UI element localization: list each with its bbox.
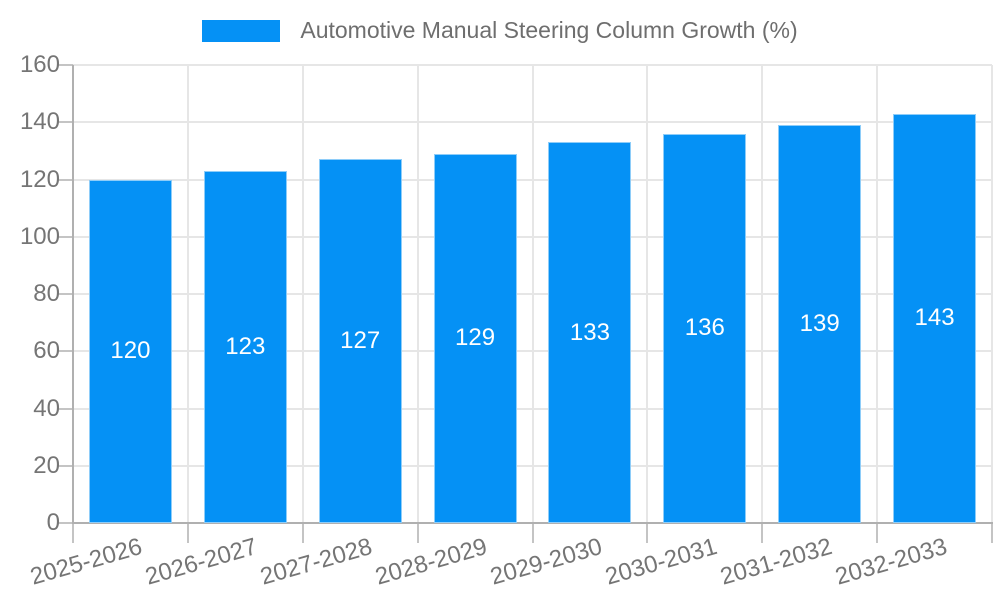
gridline-vertical bbox=[876, 65, 879, 523]
y-axis-tick bbox=[59, 350, 73, 353]
y-axis-tick-label: 0 bbox=[46, 509, 60, 536]
y-axis-tick bbox=[59, 407, 73, 410]
gridline-vertical bbox=[301, 65, 304, 523]
y-axis-tick-label: 80 bbox=[33, 280, 60, 307]
bar bbox=[663, 133, 747, 523]
gridline-vertical bbox=[416, 65, 419, 523]
gridline-vertical bbox=[991, 65, 993, 523]
x-axis-tick bbox=[531, 523, 534, 543]
y-axis-tick-label: 140 bbox=[19, 108, 60, 136]
bar bbox=[778, 125, 862, 523]
bar bbox=[203, 170, 287, 523]
bar-value-label: 127 bbox=[340, 327, 381, 355]
y-axis-tick bbox=[59, 522, 73, 524]
bar-value-label: 129 bbox=[455, 324, 496, 352]
bar-value-label: 143 bbox=[914, 304, 955, 332]
y-axis-tick-label: 100 bbox=[19, 222, 60, 250]
gridline-vertical bbox=[531, 65, 534, 523]
gridline-vertical bbox=[761, 65, 764, 523]
x-axis-tick bbox=[646, 523, 649, 543]
y-axis-tick bbox=[59, 464, 73, 467]
bar bbox=[433, 153, 517, 523]
bar bbox=[318, 159, 402, 523]
x-axis-tick bbox=[991, 523, 993, 543]
y-axis-tick bbox=[59, 121, 73, 124]
legend-swatch bbox=[202, 19, 281, 42]
bar-value-label: 139 bbox=[799, 310, 840, 338]
bar bbox=[88, 179, 172, 523]
x-axis-tick bbox=[72, 523, 74, 543]
x-axis-tick bbox=[761, 523, 764, 543]
x-axis-tick bbox=[876, 523, 879, 543]
x-axis-tick bbox=[186, 523, 189, 543]
y-axis-tick bbox=[59, 293, 73, 295]
chart-legend: Automotive Manual Steering Column Growth… bbox=[0, 17, 1000, 44]
y-axis-line bbox=[72, 65, 74, 523]
gridline-vertical bbox=[186, 65, 189, 523]
y-axis-tick bbox=[59, 64, 73, 66]
y-axis-tick-label: 160 bbox=[19, 51, 60, 78]
bar-value-label: 136 bbox=[684, 314, 725, 342]
bar-value-label: 123 bbox=[225, 332, 266, 360]
y-axis-tick-label: 20 bbox=[33, 451, 60, 479]
y-axis-tick-label: 40 bbox=[33, 394, 60, 422]
x-axis-tick bbox=[301, 523, 304, 543]
legend-label: Automotive Manual Steering Column Growth… bbox=[300, 17, 798, 43]
x-axis-tick bbox=[416, 523, 419, 543]
y-axis-tick bbox=[59, 235, 73, 238]
x-axis-line bbox=[72, 522, 993, 524]
gridline-vertical bbox=[646, 65, 649, 523]
bar-value-label: 120 bbox=[110, 337, 151, 365]
bar-value-label: 133 bbox=[569, 318, 610, 346]
bar bbox=[548, 142, 632, 523]
y-axis-tick bbox=[59, 178, 73, 181]
y-axis-tick-label: 120 bbox=[19, 165, 60, 193]
bar bbox=[893, 113, 977, 523]
y-axis-tick-label: 60 bbox=[33, 337, 60, 365]
